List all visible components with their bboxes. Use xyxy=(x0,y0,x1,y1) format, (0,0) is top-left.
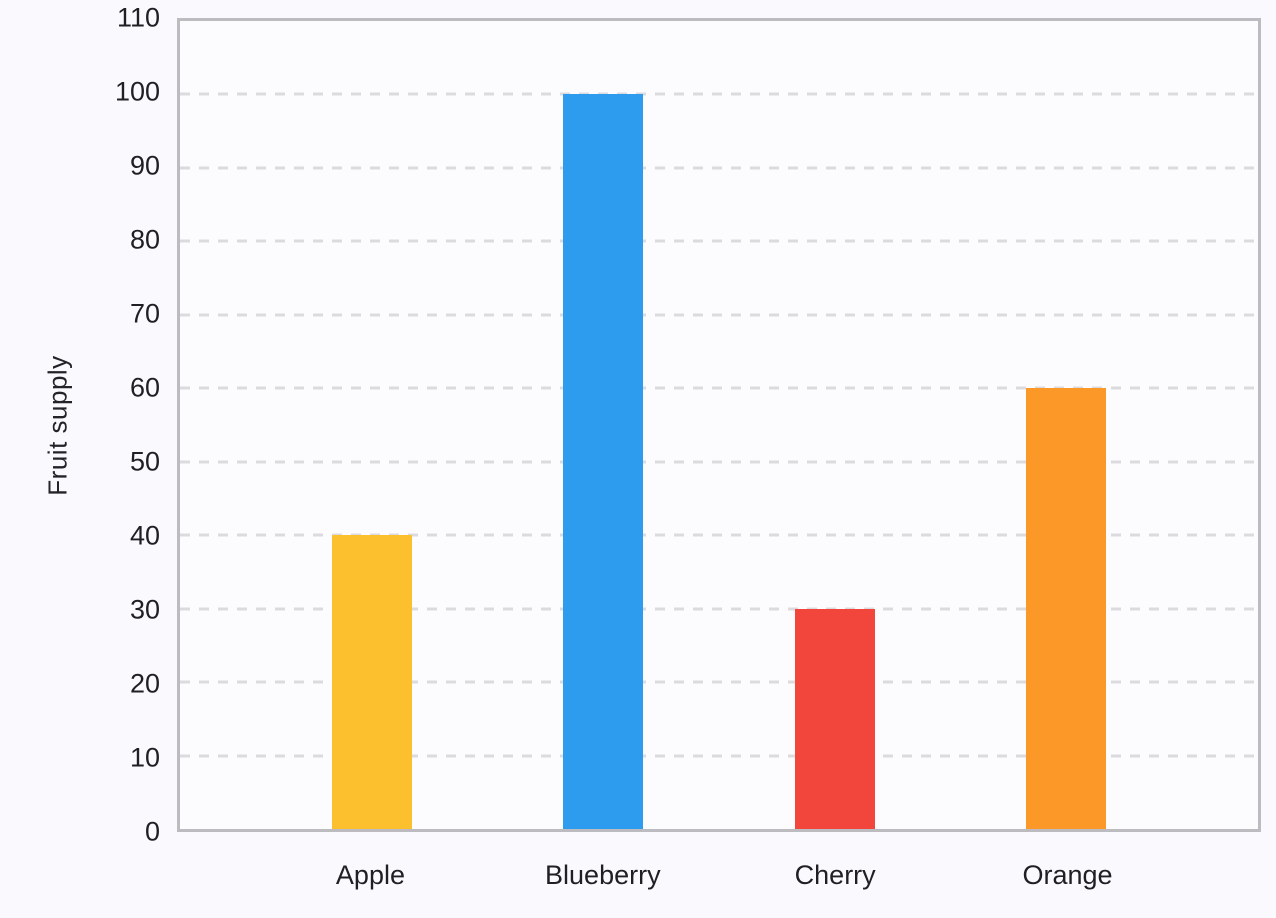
gridline-80 xyxy=(180,239,1258,243)
bar-apple xyxy=(332,535,413,829)
x-label-cherry: Cherry xyxy=(794,860,876,890)
gridline-50 xyxy=(180,460,1258,464)
gridline-90 xyxy=(180,166,1258,170)
gridline-60 xyxy=(180,386,1258,390)
bar-orange xyxy=(1025,388,1106,829)
y-tick-label-20: 20 xyxy=(129,668,160,699)
y-tick-label-50: 50 xyxy=(129,446,160,477)
bar-blueberry xyxy=(563,94,644,829)
bar-cherry xyxy=(794,608,875,829)
x-axis-labels: Apple Blueberry Cherry Orange xyxy=(177,832,1261,918)
y-tick-label-70: 70 xyxy=(129,298,160,329)
y-tick-label-110: 110 xyxy=(116,2,160,33)
y-tick-label-10: 10 xyxy=(129,742,160,773)
gridline-40 xyxy=(180,533,1258,537)
gridline-20 xyxy=(180,680,1258,684)
gridline-30 xyxy=(180,607,1258,611)
y-axis-ticks: 0 10 20 30 40 50 60 70 80 90 100 110 xyxy=(0,4,160,845)
x-label-blueberry: Blueberry xyxy=(545,860,661,890)
y-tick-label-40: 40 xyxy=(129,520,160,551)
gridline-100 xyxy=(180,92,1258,96)
plot-area xyxy=(177,18,1261,832)
x-label-apple: Apple xyxy=(335,860,405,890)
y-tick-label-100: 100 xyxy=(114,76,160,107)
gridline-70 xyxy=(180,313,1258,317)
x-label-orange: Orange xyxy=(1022,860,1113,890)
y-tick-label-80: 80 xyxy=(129,224,160,255)
y-tick-label-0: 0 xyxy=(144,816,160,847)
y-tick-label-30: 30 xyxy=(129,594,160,625)
y-tick-label-60: 60 xyxy=(129,372,160,403)
y-tick-label-90: 90 xyxy=(129,150,160,181)
gridline-10 xyxy=(180,754,1258,758)
